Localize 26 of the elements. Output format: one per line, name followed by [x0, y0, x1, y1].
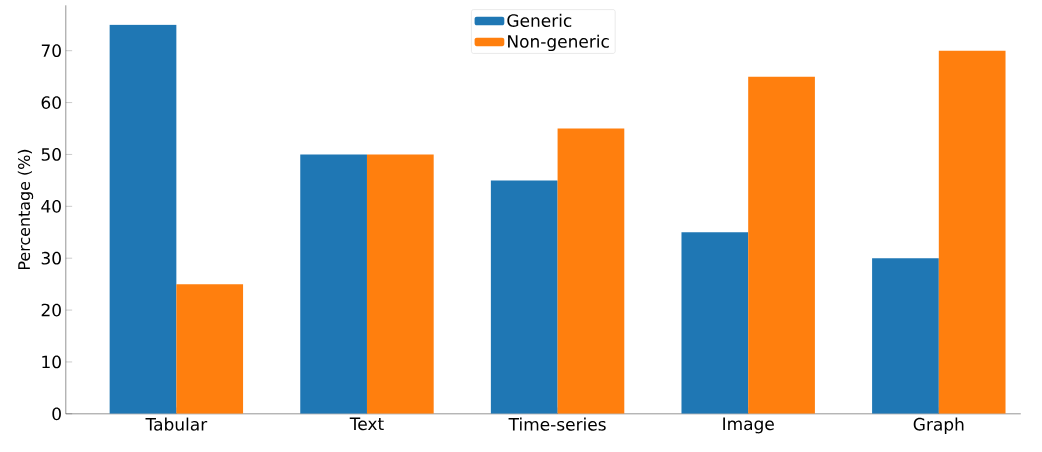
y-tick-label: 20: [41, 303, 61, 317]
x-tick-label: Tabular: [145, 417, 208, 431]
y-tick-label: 60: [41, 96, 61, 109]
y-tick-label: 50: [41, 148, 61, 161]
bar: [557, 128, 625, 414]
bar: [490, 180, 558, 414]
y-tick-label: 0: [52, 407, 61, 421]
bar: [872, 258, 939, 414]
legend-label: Non-generic: [508, 34, 609, 52]
bar: [748, 76, 815, 414]
y-tick-label: 10: [42, 355, 61, 369]
bar: [109, 24, 177, 414]
x-tick-label: Graph: [913, 417, 964, 434]
x-tick-label: Text: [349, 417, 384, 431]
bar: [176, 284, 244, 414]
bar: [366, 154, 434, 414]
legend-label: Generic: [507, 13, 572, 27]
y-tick-label: 40: [41, 199, 61, 213]
y-axis-title: Percentage (%): [17, 149, 34, 270]
y-tick-label: 70: [41, 44, 61, 58]
bar: [938, 50, 1006, 414]
y-tick-label: 30: [41, 251, 61, 265]
x-tick-label: Time-series: [508, 417, 606, 431]
bar: [681, 232, 749, 414]
bar: [300, 154, 367, 414]
x-tick-label: Image: [723, 417, 774, 434]
